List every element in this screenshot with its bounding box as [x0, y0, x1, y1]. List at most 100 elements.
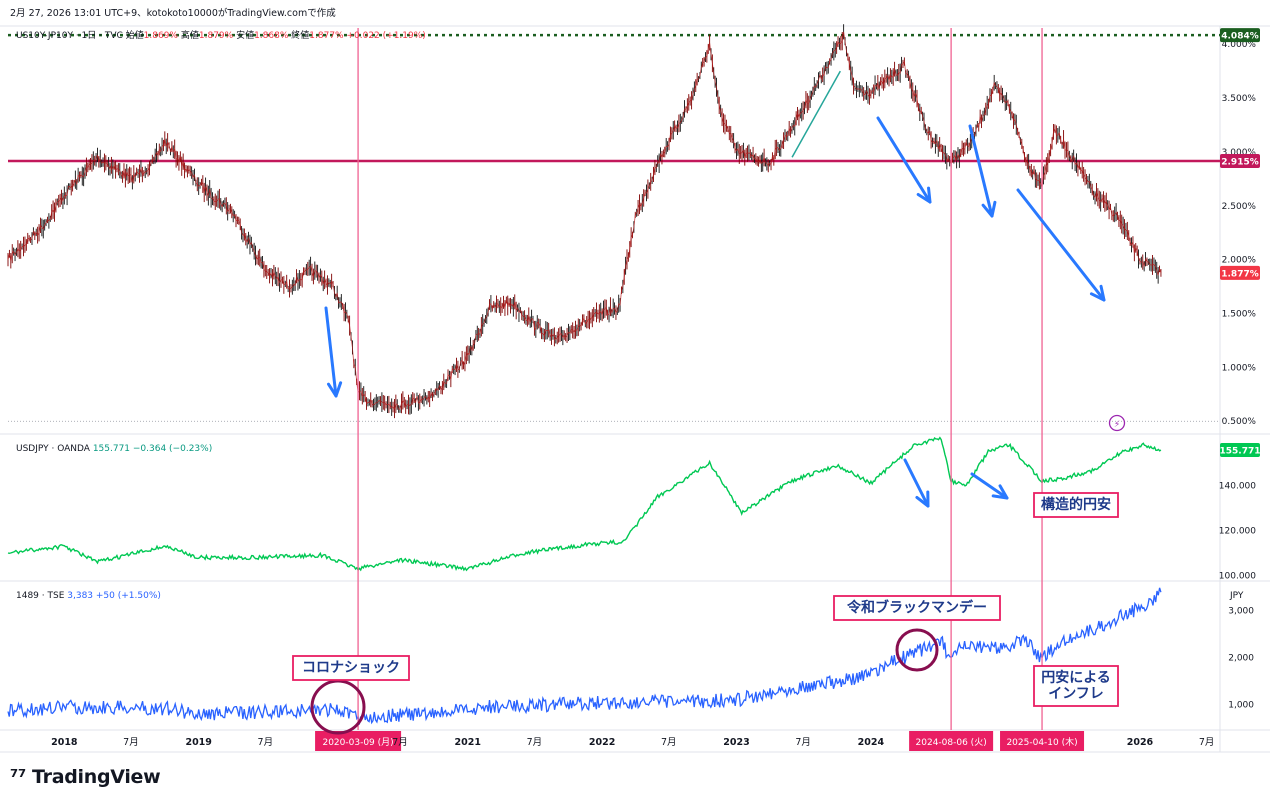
top-y-tick: 1.500%	[1222, 309, 1257, 319]
corona-circle	[310, 679, 366, 735]
annotation-reiwa: 令和ブラックマンデー	[833, 595, 1001, 621]
x-tick-2018: 2018	[51, 737, 78, 748]
mid-y-tick: 120.000	[1219, 527, 1256, 537]
legend-ohlc-value: 1.868%	[254, 31, 291, 41]
annotation-inflation-text: 円安による	[1041, 669, 1111, 686]
legend-ohlc-value: 1.877%	[309, 31, 346, 41]
top-y-tick: 3.500%	[1222, 94, 1257, 104]
annotation-corona: コロナショック	[292, 655, 410, 681]
chart-caption: 2月 27, 2026 13:01 UTC+9、kotokoto10000がTr…	[10, 8, 336, 19]
top-y-tick: 2.000%	[1222, 256, 1257, 266]
arrow-spread-2025b-head	[1089, 284, 1106, 302]
tradingview-logo[interactable]: ⁷⁷ TradingView	[10, 766, 161, 788]
spread-line	[7, 31, 1162, 410]
arrow-corona-head	[327, 381, 343, 398]
arrow-usdjpy-2025	[970, 472, 1009, 500]
annotation-kozo-frame	[1033, 492, 1119, 518]
legend-mid-value: 155.771	[93, 444, 133, 454]
x-tick-7月: 7月	[527, 737, 543, 748]
top-y-tick: 1.000%	[1222, 363, 1257, 373]
legend-top: US10Y-JP10Y · 1日 · TVC 始値1.869% 高値1.879%…	[16, 29, 426, 41]
arrow-spread-2024	[876, 116, 932, 204]
arrow-spread-2025b	[1016, 188, 1106, 302]
hline-label-bg-0	[1220, 28, 1260, 43]
x-tick-7月: 7月	[392, 737, 408, 748]
x-tick-7月: 7月	[258, 737, 274, 748]
legend-ohlc-label: 終値	[291, 29, 309, 41]
annotation-reiwa-frame	[833, 595, 1001, 621]
mid-y-tick: 100.000	[1219, 572, 1256, 582]
brand-name: TradingView	[32, 766, 161, 788]
arrow-corona	[324, 306, 338, 398]
event-date-bg-0	[315, 731, 402, 751]
trendline	[791, 70, 841, 158]
top-y-tick: 4.000%	[1222, 40, 1257, 50]
bot-y-tick: 2,000	[1228, 653, 1254, 663]
legend-top-text: US10Y-JP10Y · 1日 · TVC 始値1.869% 高値1.879%…	[16, 29, 426, 41]
hline-label-0: 4.084%	[1221, 32, 1259, 42]
alert-circle-icon	[1108, 414, 1126, 432]
x-tick-2024: 2024	[858, 737, 885, 748]
hline-label-1: 2.915%	[1221, 158, 1259, 168]
bot-y-tick: 3,000	[1228, 606, 1254, 616]
legend-mid-text: USDJPY · OANDA 155.771 −0.364 (−0.23%)	[16, 444, 212, 454]
last-price-label: 1.877%	[1221, 269, 1259, 279]
legend-bot-text: 1489 · TSE 3,383 +50 (+1.50%)	[16, 591, 161, 601]
annotation-kozo-text: 構造的円安	[1041, 496, 1111, 513]
usdjpy-last-bg	[1220, 443, 1260, 458]
legend-ohlc-label: 始値	[126, 29, 144, 41]
top-y-tick: 0.500%	[1222, 417, 1257, 427]
x-tick-7月: 7月	[795, 737, 811, 748]
mid-y-tick: 140.000	[1219, 482, 1256, 492]
annotation-inflation-text: インフレ	[1048, 686, 1104, 702]
legend-bot-symbol: 1489 · TSE	[16, 591, 67, 601]
legend-mid-change: −0.364 (−0.23%)	[133, 444, 212, 454]
x-tick-2021: 2021	[455, 737, 481, 748]
top-y-tick: 3.000%	[1222, 148, 1257, 158]
legend-ohlc-value: 1.869%	[144, 31, 181, 41]
arrow-spread-2025a-head	[981, 200, 997, 218]
bot-unit-label: JPY	[1229, 591, 1244, 601]
x-tick-2023: 2023	[723, 737, 749, 748]
usdjpy-line	[7, 436, 1162, 572]
etf-1489-line	[7, 587, 1162, 725]
arrow-spread-2024-head	[916, 186, 932, 204]
legend-ohlc-label: 安値	[236, 29, 254, 41]
x-tick-2022: 2022	[589, 737, 615, 748]
arrow-spread-2025a	[968, 124, 994, 218]
legend-top-symbol: US10Y-JP10Y · 1日 · TVC	[16, 30, 126, 41]
event-date-label-2: 2025-04-10 (木)	[1006, 736, 1077, 748]
arrows	[324, 116, 1106, 508]
arrow-usdjpy-2024-head	[915, 490, 930, 508]
x-tick-2026: 2026	[1127, 737, 1154, 748]
legend-mid-symbol: USDJPY · OANDA	[16, 444, 93, 454]
reiwa-circle	[895, 628, 939, 672]
legend-bot-change: +50 (+1.50%)	[96, 591, 161, 601]
annotation-corona-frame	[292, 655, 410, 681]
legend-ohlc-label: 高値	[181, 29, 199, 41]
annotation-kozo: 構造的円安	[1033, 492, 1119, 518]
usdjpy-last-label: 155.771	[1220, 447, 1261, 457]
last-price-bg	[1220, 265, 1260, 280]
hline-label-bg-1	[1220, 154, 1260, 169]
event-date-bg-2	[1000, 731, 1085, 751]
x-tick-2019: 2019	[185, 737, 211, 748]
legend-bot-value: 3,383	[67, 591, 96, 601]
legend-top-change: +0.022 (+1.19%)	[346, 31, 425, 41]
event-date-label-1: 2024-08-06 (火)	[916, 737, 987, 748]
spread-series	[7, 24, 1162, 419]
event-date-bg-1	[909, 731, 994, 751]
annotation-inflation-frame	[1033, 665, 1119, 707]
event-date-label-0: 2020-03-09 (月)	[322, 737, 393, 748]
x-tick-7月: 7月	[1199, 737, 1215, 748]
arrow-usdjpy-2024	[903, 458, 930, 508]
top-y-tick: 2.500%	[1222, 202, 1257, 212]
legend-ohlc-value: 1.879%	[199, 31, 236, 41]
arrow-usdjpy-2025-head	[991, 484, 1009, 500]
annotation-corona-text: コロナショック	[302, 660, 400, 676]
bot-y-tick: 1,000	[1228, 700, 1254, 710]
x-tick-7月: 7月	[661, 737, 677, 748]
lightning-icon: ⚡	[1114, 420, 1120, 430]
